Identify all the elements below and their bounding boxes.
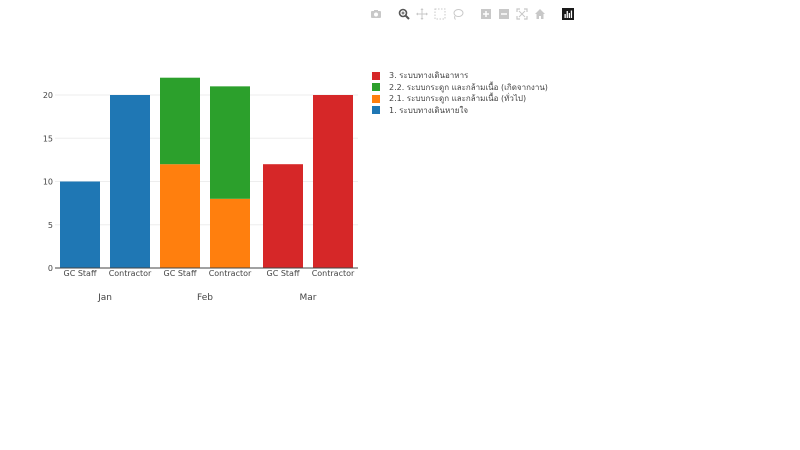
- legend-label: 2.1. ระบบกระดูก และกล้ามเนื้อ (ทั่วไป): [389, 94, 527, 104]
- x-tick-label: GC Staff: [64, 269, 97, 278]
- bars: [60, 77, 353, 269]
- legend-item[interactable]: 3. ระบบทางเดินอาหาร: [372, 70, 548, 82]
- plotly-logo-icon[interactable]: [560, 7, 576, 21]
- zoom-out-icon[interactable]: [496, 7, 512, 21]
- bar-segment[interactable]: [60, 181, 100, 269]
- bar-segment[interactable]: [210, 86, 250, 199]
- x-group-label: Mar: [300, 293, 317, 303]
- y-tick-label: 0: [48, 264, 53, 273]
- y-gridlines: [55, 94, 358, 226]
- x-axis-ticks: GC Staff Contractor GC Staff Contractor GC S…: [64, 269, 355, 303]
- legend-item[interactable]: 2.2. ระบบกระดูก และกล้ามเนื้อ (เกิดจากงา…: [372, 82, 548, 94]
- legend-label: 3. ระบบทางเดินอาหาร: [389, 71, 469, 81]
- legend: 3. ระบบทางเดินอาหาร 2.2. ระบบกระดูก และก…: [372, 70, 548, 116]
- x-tick-label: Contractor: [209, 269, 252, 278]
- x-tick-label: GC Staff: [164, 269, 197, 278]
- box-select-icon[interactable]: [432, 7, 448, 21]
- legend-item[interactable]: 2.1. ระบบกระดูก และกล้ามเนื้อ (ทั่วไป): [372, 93, 548, 105]
- autoscale-icon[interactable]: [514, 7, 530, 21]
- legend-swatch: [372, 94, 380, 103]
- pan-icon[interactable]: [414, 7, 430, 21]
- bar-segment[interactable]: [160, 77, 200, 165]
- legend-item[interactable]: 1. ระบบทางเดินหายใจ: [372, 105, 548, 117]
- bar-segment[interactable]: [263, 164, 303, 268]
- y-tick-label: 10: [43, 178, 53, 187]
- legend-label: 1. ระบบทางเดินหายใจ: [389, 105, 469, 115]
- x-group-label: Jan: [97, 293, 112, 303]
- legend-swatch: [372, 106, 380, 115]
- bar-segment[interactable]: [313, 95, 353, 268]
- lasso-select-icon[interactable]: [450, 7, 466, 21]
- x-tick-label: Contractor: [312, 269, 355, 278]
- bar-segment[interactable]: [160, 164, 200, 268]
- y-tick-label: 15: [43, 134, 53, 143]
- x-tick-label: GC Staff: [267, 269, 300, 278]
- x-group-label: Feb: [197, 293, 213, 303]
- modebar: [368, 6, 578, 22]
- y-tick-label: 20: [43, 91, 53, 100]
- x-tick-label: Contractor: [109, 269, 152, 278]
- zoom-in-icon[interactable]: [478, 7, 494, 21]
- y-tick-label: 5: [48, 221, 53, 230]
- zoom-icon[interactable]: [396, 7, 412, 21]
- home-icon[interactable]: [532, 7, 548, 21]
- camera-icon[interactable]: [368, 7, 384, 21]
- legend-swatch: [372, 71, 380, 80]
- legend-label: 2.2. ระบบกระดูก และกล้ามเนื้อ (เกิดจากงา…: [389, 82, 548, 92]
- legend-swatch: [372, 83, 380, 92]
- y-axis-ticks: 0 5 10 15 20: [43, 91, 53, 273]
- bar-segment[interactable]: [110, 95, 150, 268]
- bar-segment[interactable]: [210, 198, 250, 268]
